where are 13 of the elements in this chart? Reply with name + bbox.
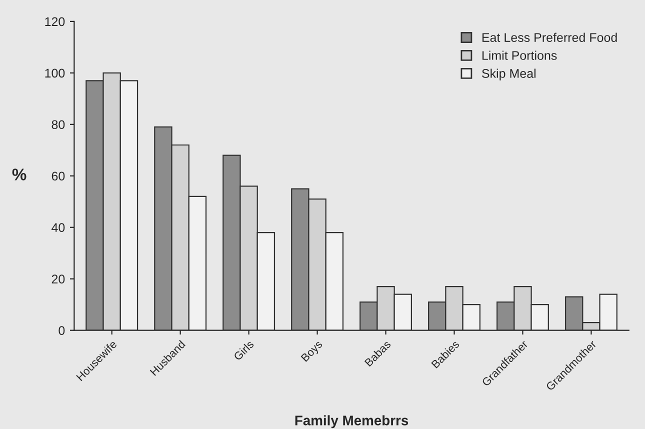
legend-label: Eat Less Preferred Food [482,32,617,42]
y-tick-label: 20 [52,274,65,284]
x-tick-label: Girls [233,340,254,361]
y-tick-label: 100 [45,68,65,78]
y-tick-label: 120 [45,17,65,26]
legend-label: Limit Portions [482,50,557,60]
y-tick-label: 40 [52,223,65,232]
y-tick-label: 60 [52,172,65,181]
legend-label: Skip Meal [482,68,536,80]
y-axis-title: % [12,168,26,180]
y-tick-label: 80 [52,120,65,130]
y-tick-label: 0 [58,326,65,335]
x-axis-title: Family Memebrrs [295,415,408,428]
